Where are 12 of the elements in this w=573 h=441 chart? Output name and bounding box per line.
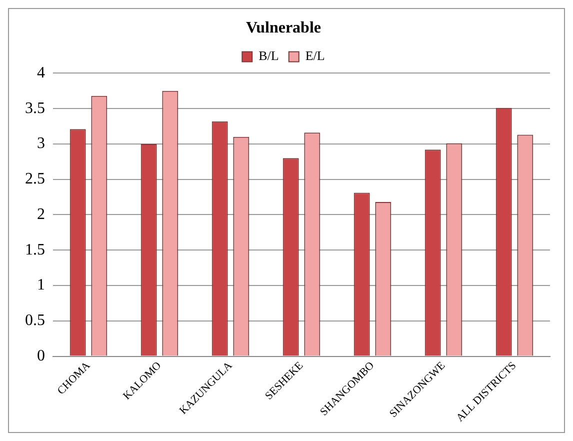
y-tick-label: 0.5 xyxy=(25,312,45,330)
chart-title: Vulnerable xyxy=(246,20,321,37)
y-tick-label: 4 xyxy=(37,64,45,82)
y-tick-label: 3 xyxy=(37,135,45,152)
y-tick-label: 3.5 xyxy=(25,100,45,117)
legend-label: E/L xyxy=(305,48,325,64)
y-tick-label: 2.5 xyxy=(25,170,45,188)
y-tick-label: 0 xyxy=(37,347,45,364)
y-tick-label: 2 xyxy=(37,206,45,223)
y-tick-label: 1 xyxy=(37,276,45,294)
y-tick-label: 1.5 xyxy=(25,241,45,258)
legend-label: B/L xyxy=(258,48,279,64)
